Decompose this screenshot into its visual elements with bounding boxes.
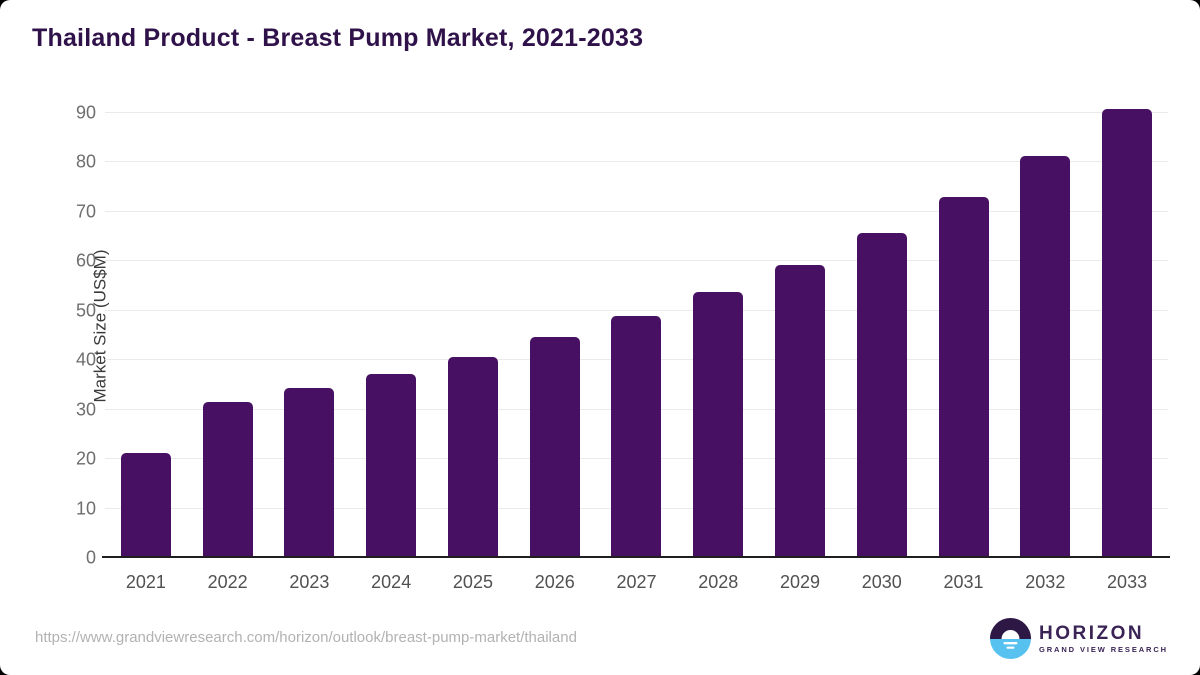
x-tick-label: 2024	[371, 572, 412, 592]
gridline	[105, 161, 1168, 163]
bar-2031	[938, 196, 989, 556]
bar-slot	[350, 93, 432, 556]
gridline	[105, 210, 1168, 212]
bar-2023	[284, 387, 335, 556]
horizon-logo: HORIZON GRAND VIEW RESEARCH	[989, 618, 1168, 659]
x-tick-label: 2031	[943, 572, 984, 592]
bar-slot	[432, 93, 514, 556]
x-tick-label: 2033	[1107, 572, 1148, 592]
y-axis-ticks: 0 10 20 30 40 50 60 70 80 90	[0, 95, 96, 568]
bar-2028	[693, 291, 744, 556]
logo-text: HORIZON GRAND VIEW RESEARCH	[1039, 624, 1168, 654]
bar-2024	[366, 374, 417, 556]
page-title: Thailand Product - Breast Pump Market, 2…	[32, 24, 644, 52]
y-tick-label: 60	[75, 250, 96, 271]
bar-2022	[202, 401, 253, 556]
x-tick-label: 2029	[779, 572, 821, 592]
x-tick-label: 2027	[616, 572, 657, 592]
x-tick-label: 2030	[861, 572, 902, 592]
bar-2025	[447, 356, 498, 556]
bar-slot	[1086, 93, 1168, 556]
bar-slot	[269, 93, 351, 556]
bar-2032	[1020, 155, 1071, 556]
gridline	[105, 309, 1168, 311]
bar-2021	[120, 452, 171, 556]
logo-subtitle: GRAND VIEW RESEARCH	[1038, 644, 1168, 654]
x-tick-label: 2028	[698, 572, 739, 592]
bar-2033	[1102, 108, 1153, 556]
x-tick-label: 2025	[452, 572, 493, 592]
bar-slot	[759, 93, 841, 556]
y-tick-label: 50	[75, 300, 96, 321]
bar-slot	[1004, 93, 1086, 556]
bar-slot	[105, 93, 187, 556]
x-tick-label: 2026	[534, 572, 575, 592]
source-url: https://www.grandviewresearch.com/horizo…	[35, 629, 577, 646]
bar-slot	[841, 93, 923, 556]
bar-slot	[923, 93, 1005, 556]
y-tick-label: 0	[85, 547, 96, 568]
x-axis-labels: 2021 2022 2023 2024 2025 2026 2027 2028 2029 2030…	[105, 572, 1168, 593]
x-tick-label: 2023	[289, 572, 330, 592]
logo-brand: HORIZON	[1038, 622, 1145, 644]
y-tick-label: 10	[75, 498, 96, 519]
bar-slot	[187, 93, 269, 556]
bar-slot	[677, 93, 759, 556]
gridline	[105, 260, 1168, 262]
x-tick-label: 2021	[125, 572, 166, 592]
bar-series	[105, 93, 1168, 556]
y-tick-label: 40	[75, 349, 96, 370]
bar-2030	[856, 232, 907, 556]
gridline	[105, 112, 1168, 113]
bar-slot	[514, 93, 596, 556]
y-tick-label: 20	[75, 448, 96, 469]
bar-2029	[775, 264, 825, 556]
bar-slot	[596, 93, 678, 556]
y-tick-label: 70	[75, 201, 96, 222]
y-tick-label: 30	[75, 399, 96, 420]
bar-2027	[611, 316, 662, 556]
sunset-circle-icon	[989, 618, 1031, 659]
y-tick-label: 90	[75, 102, 96, 123]
x-tick-label: 2032	[1025, 572, 1066, 592]
x-axis-line	[102, 556, 1170, 558]
x-tick-label: 2022	[207, 572, 248, 592]
bar-2026	[529, 337, 580, 556]
y-tick-label: 80	[75, 151, 96, 172]
plot-area	[102, 93, 1170, 558]
